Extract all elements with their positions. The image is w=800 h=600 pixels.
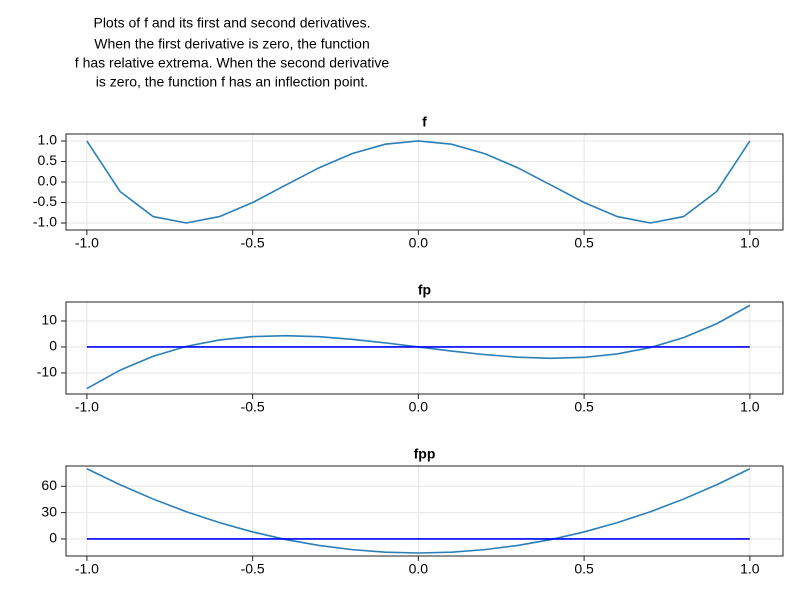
y-tick-label: -10 [37,364,57,380]
x-tick-label: 0.5 [574,561,594,577]
y-tick-label: -0.5 [33,193,57,209]
caption-line: is zero, the function f has an inflectio… [96,74,368,90]
caption-line: When the first derivative is zero, the f… [94,36,369,52]
x-tick-label: 0.0 [409,561,429,577]
y-tick-label: 10 [41,312,57,328]
caption-line: f has relative extrema. When the second … [75,55,390,71]
y-tick-label: 0 [49,338,57,354]
x-tick-label: 0.5 [574,235,594,251]
x-tick-label: 0.0 [409,235,429,251]
plot-frame [65,465,784,557]
x-tick-label: 1.0 [740,399,760,415]
x-tick-label: 0.0 [409,399,429,415]
x-tick-label: -1.0 [75,399,99,415]
chart-title: f [422,114,427,130]
y-tick-label: 30 [41,503,57,519]
x-tick-label: 1.0 [740,561,760,577]
x-tick-label: -1.0 [75,235,99,251]
plot-frame [65,133,784,231]
x-tick-label: 1.0 [740,235,760,251]
y-tick-label: 1.0 [38,132,58,148]
y-tick-label: 60 [41,477,57,493]
y-tick-label: 0.5 [38,152,58,168]
chart-title: fpp [414,446,436,462]
x-tick-label: -1.0 [75,561,99,577]
plot-frame [65,301,784,395]
y-tick-label: -1.0 [33,214,57,230]
x-tick-label: -0.5 [241,399,265,415]
chart-title: fp [418,282,431,298]
y-tick-label: 0.0 [38,173,58,189]
y-tick-label: 0 [49,530,57,546]
x-tick-label: -0.5 [241,235,265,251]
series-line [86,467,751,554]
series-line [86,140,751,224]
x-tick-label: 0.5 [574,399,594,415]
caption-line: Plots of f and its first and second deri… [93,15,370,31]
x-tick-label: -0.5 [241,561,265,577]
